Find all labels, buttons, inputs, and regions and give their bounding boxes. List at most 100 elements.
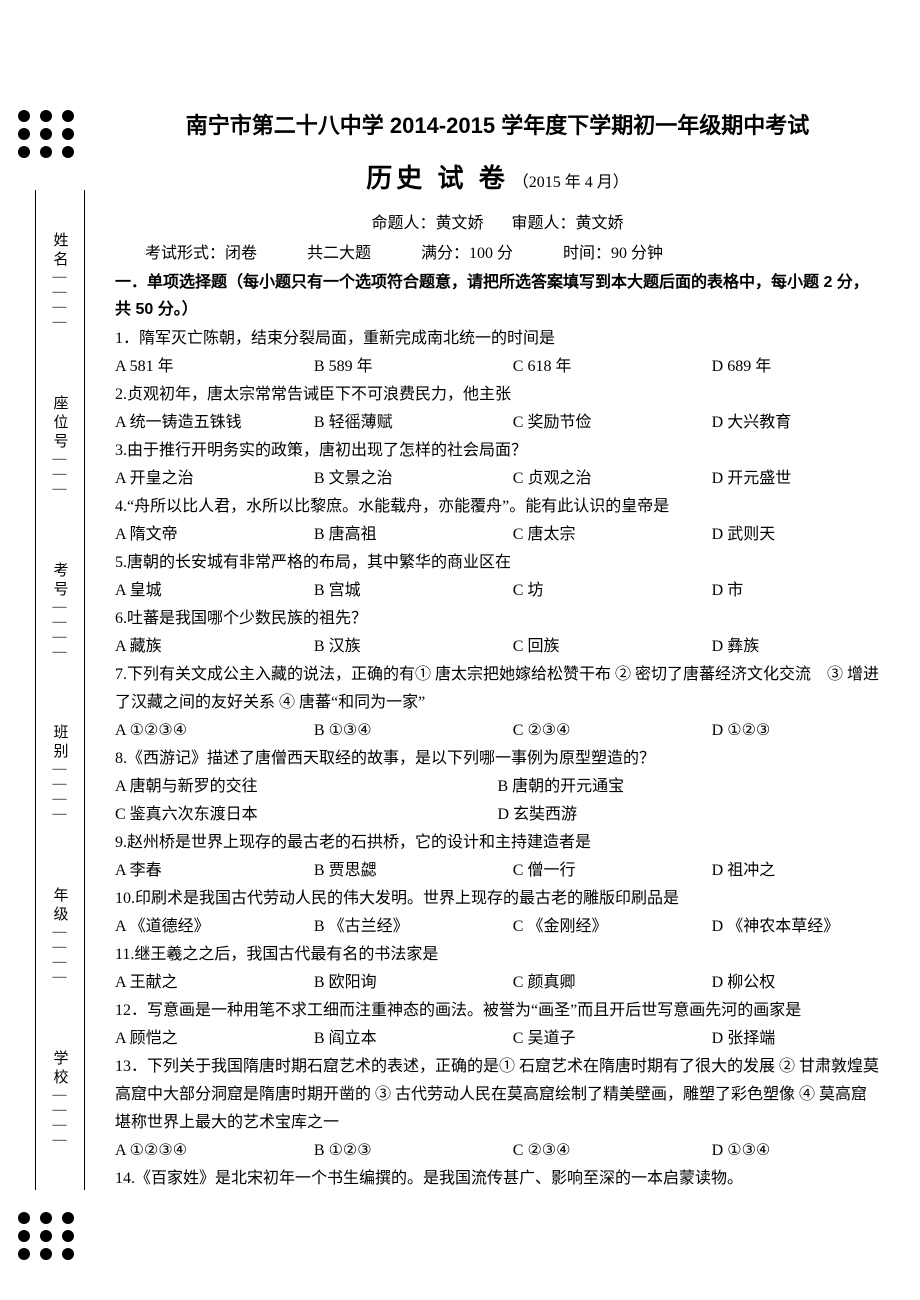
option: D 彝族 (712, 633, 880, 661)
option: D ①③④ (712, 1137, 880, 1165)
option: B 贾思勰 (314, 857, 513, 885)
option: C 《金刚经》 (513, 913, 712, 941)
option: C ②③④ (513, 717, 712, 745)
margin-label-grade: 年级 (50, 887, 71, 925)
option: B 汉族 (314, 633, 513, 661)
exam-subject: 历史 试 卷 (366, 163, 508, 193)
binding-dots-top (18, 110, 74, 158)
option: C 颜真卿 (513, 969, 712, 997)
option: D 大兴教育 (712, 409, 880, 437)
margin-label-school: 学校 (50, 1050, 71, 1088)
binding-dots-bottom (18, 1212, 74, 1260)
setter-name: 黄文娇 (435, 215, 483, 232)
exam-sections: 共二大题 (307, 239, 371, 263)
option: D ①②③ (712, 717, 880, 745)
question-stem: 10.印刷术是我国古代劳动人民的伟大发明。世界上现存的最古老的雕版印刷品是 (115, 885, 880, 913)
option: A 王献之 (115, 969, 314, 997)
option: B 阎立本 (314, 1025, 513, 1053)
option: A 隋文帝 (115, 521, 314, 549)
exam-fullmarks: 满分：100 分 (421, 239, 513, 263)
option: C 僧一行 (513, 857, 712, 885)
option: B 《古兰经》 (314, 913, 513, 941)
question-stem: 7.下列有关文成公主入藏的说法，正确的有① 唐太宗把她嫁给松赞干布 ② 密切了唐… (115, 661, 880, 717)
margin-label-name: 姓名 (50, 232, 71, 270)
option: D 武则天 (712, 521, 880, 549)
option: B 唐高祖 (314, 521, 513, 549)
question-options: A 隋文帝B 唐高祖C 唐太宗D 武则天 (115, 521, 880, 549)
question-stem: 13．下列关于我国隋唐时期石窟艺术的表述，正确的是① 石窟艺术在隋唐时期有了很大… (115, 1053, 880, 1137)
option: A 统一铸造五铢钱 (115, 409, 314, 437)
margin-labels: 学校———— 年级———— 班别———— 考号———— 座位号——— 姓名———… (30, 200, 90, 1180)
option: A 皇城 (115, 577, 314, 605)
question-options: A 唐朝与新罗的交往B 唐朝的开元通宝 (115, 773, 880, 801)
option: D 《神农本草经》 (712, 913, 880, 941)
option: A 581 年 (115, 353, 314, 381)
authors-row: 命题人：黄文娇 审题人：黄文娇 (115, 209, 880, 233)
questions-container: 1．隋军灭亡陈朝，结束分裂局面，重新完成南北统一的时间是A 581 年B 589… (115, 325, 880, 1193)
exam-duration: 时间：90 分钟 (563, 239, 663, 263)
question-options: A 顾恺之B 阎立本C 吴道子D 张择端 (115, 1025, 880, 1053)
reviewer-label: 审题人： (512, 215, 576, 232)
question-options: A 王献之B 欧阳询C 颜真卿D 柳公权 (115, 969, 880, 997)
option: C 坊 (513, 577, 712, 605)
question-options: A 藏族B 汉族C 回族D 彝族 (115, 633, 880, 661)
question-stem: 1．隋军灭亡陈朝，结束分裂局面，重新完成南北统一的时间是 (115, 325, 880, 353)
question-options: A 581 年B 589 年C 618 年D 689 年 (115, 353, 880, 381)
option: D 柳公权 (712, 969, 880, 997)
option: D 市 (712, 577, 880, 605)
setter-label: 命题人： (371, 215, 435, 232)
option: D 祖冲之 (712, 857, 880, 885)
option: C 鉴真六次东渡日本 (115, 801, 498, 829)
question-options: A 《道德经》B 《古兰经》C 《金刚经》D 《神农本草经》 (115, 913, 880, 941)
option: D 张择端 (712, 1025, 880, 1053)
section-header: 一．单项选择题（每小题只有一个选项符合题意，请把所选答案填写到本大题后面的表格中… (115, 269, 880, 323)
question-stem: 2.贞观初年，唐太宗常常告诫臣下不可浪费民力，他主张 (115, 381, 880, 409)
option: A 唐朝与新罗的交往 (115, 773, 498, 801)
question-options: A ①②③④B ①③④C ②③④D ①②③ (115, 717, 880, 745)
exam-info-row: 考试形式：闭卷 共二大题 满分：100 分 时间：90 分钟 (115, 239, 880, 263)
option: D 开元盛世 (712, 465, 880, 493)
question-stem: 5.唐朝的长安城有非常严格的布局，其中繁华的商业区在 (115, 549, 880, 577)
margin-label-class: 班别 (50, 724, 71, 762)
option: B 轻徭薄赋 (314, 409, 513, 437)
option: C 吴道子 (513, 1025, 712, 1053)
option: A 藏族 (115, 633, 314, 661)
question-stem: 6.吐蕃是我国哪个少数民族的祖先？ (115, 605, 880, 633)
option: B 文景之治 (314, 465, 513, 493)
option: C 回族 (513, 633, 712, 661)
margin-label-examno: 考号 (50, 562, 71, 600)
option: C 奖励节俭 (513, 409, 712, 437)
option: C 618 年 (513, 353, 712, 381)
option: D 玄奘西游 (498, 801, 881, 829)
option: B ①②③ (314, 1137, 513, 1165)
question-options: A 统一铸造五铢钱B 轻徭薄赋C 奖励节俭D 大兴教育 (115, 409, 880, 437)
reviewer-name: 黄文娇 (576, 215, 624, 232)
option: C 贞观之治 (513, 465, 712, 493)
option: D 689 年 (712, 353, 880, 381)
option: B ①③④ (314, 717, 513, 745)
option: A 开皇之治 (115, 465, 314, 493)
option: A 顾恺之 (115, 1025, 314, 1053)
question-options: A 李春B 贾思勰C 僧一行D 祖冲之 (115, 857, 880, 885)
question-stem: 9.赵州桥是世界上现存的最古老的石拱桥，它的设计和主持建造者是 (115, 829, 880, 857)
question-stem: 8.《西游记》描述了唐僧西天取经的故事，是以下列哪一事例为原型塑造的？ (115, 745, 880, 773)
option: C ②③④ (513, 1137, 712, 1165)
option: B 唐朝的开元通宝 (498, 773, 881, 801)
question-options: C 鉴真六次东渡日本D 玄奘西游 (115, 801, 880, 829)
question-options: A 皇城B 宫城C 坊D 市 (115, 577, 880, 605)
subtitle-row: 历史 试 卷 （2015 年 4 月） (115, 158, 880, 195)
option: A ①②③④ (115, 717, 314, 745)
page-content: 南宁市第二十八中学 2014-2015 学年度下学期初一年级期中考试 历史 试 … (115, 108, 880, 1193)
option: A 李春 (115, 857, 314, 885)
exam-date: （2015 年 4 月） (513, 174, 629, 191)
option: A 《道德经》 (115, 913, 314, 941)
question-stem: 14.《百家姓》是北宋初年一个书生编撰的。是我国流传甚广、影响至深的一本启蒙读物… (115, 1165, 880, 1193)
question-options: A 开皇之治B 文景之治C 贞观之治D 开元盛世 (115, 465, 880, 493)
question-stem: 12．写意画是一种用笔不求工细而注重神态的画法。被誉为“画圣”而且开后世写意画先… (115, 997, 880, 1025)
question-stem: 11.继王羲之之后，我国古代最有名的书法家是 (115, 941, 880, 969)
margin-label-seat: 座位号 (50, 395, 71, 452)
exam-title: 南宁市第二十八中学 2014-2015 学年度下学期初一年级期中考试 (115, 108, 880, 140)
option: C 唐太宗 (513, 521, 712, 549)
option: B 欧阳询 (314, 969, 513, 997)
option: B 宫城 (314, 577, 513, 605)
